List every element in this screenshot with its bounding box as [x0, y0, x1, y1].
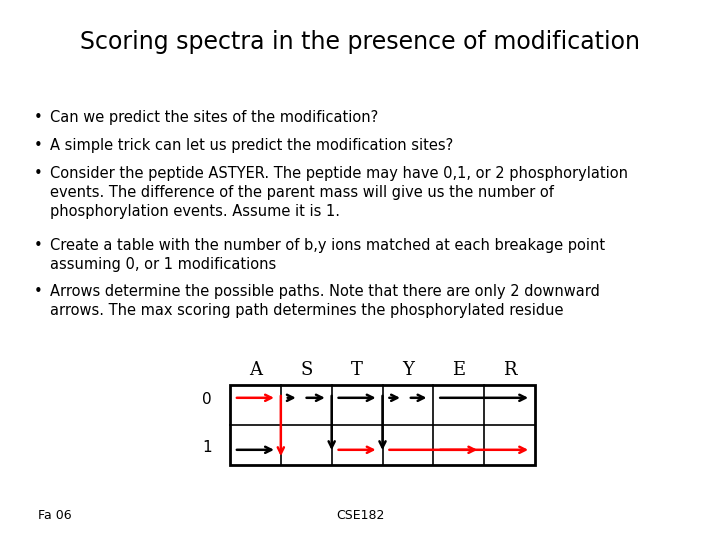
- Text: CSE182: CSE182: [336, 509, 384, 522]
- Text: Create a table with the number of b,y ions matched at each breakage point
assumi: Create a table with the number of b,y io…: [50, 238, 605, 272]
- Text: •: •: [34, 138, 42, 153]
- Text: R: R: [503, 361, 516, 379]
- Text: •: •: [34, 166, 42, 181]
- Text: 1: 1: [202, 440, 212, 455]
- Text: A simple trick can let us predict the modification sites?: A simple trick can let us predict the mo…: [50, 138, 454, 153]
- Text: 0: 0: [202, 392, 212, 407]
- Text: E: E: [452, 361, 465, 379]
- Text: •: •: [34, 284, 42, 299]
- Text: S: S: [300, 361, 312, 379]
- Text: •: •: [34, 238, 42, 253]
- Text: Can we predict the sites of the modification?: Can we predict the sites of the modifica…: [50, 110, 378, 125]
- Text: Y: Y: [402, 361, 414, 379]
- Text: •: •: [34, 110, 42, 125]
- Text: Consider the peptide ASTYER. The peptide may have 0,1, or 2 phosphorylation
even: Consider the peptide ASTYER. The peptide…: [50, 166, 628, 219]
- Text: Arrows determine the possible paths. Note that there are only 2 downward
arrows.: Arrows determine the possible paths. Not…: [50, 284, 600, 318]
- Text: A: A: [249, 361, 262, 379]
- Text: Scoring spectra in the presence of modification: Scoring spectra in the presence of modif…: [80, 30, 640, 54]
- Text: Fa 06: Fa 06: [38, 509, 71, 522]
- Text: T: T: [351, 361, 363, 379]
